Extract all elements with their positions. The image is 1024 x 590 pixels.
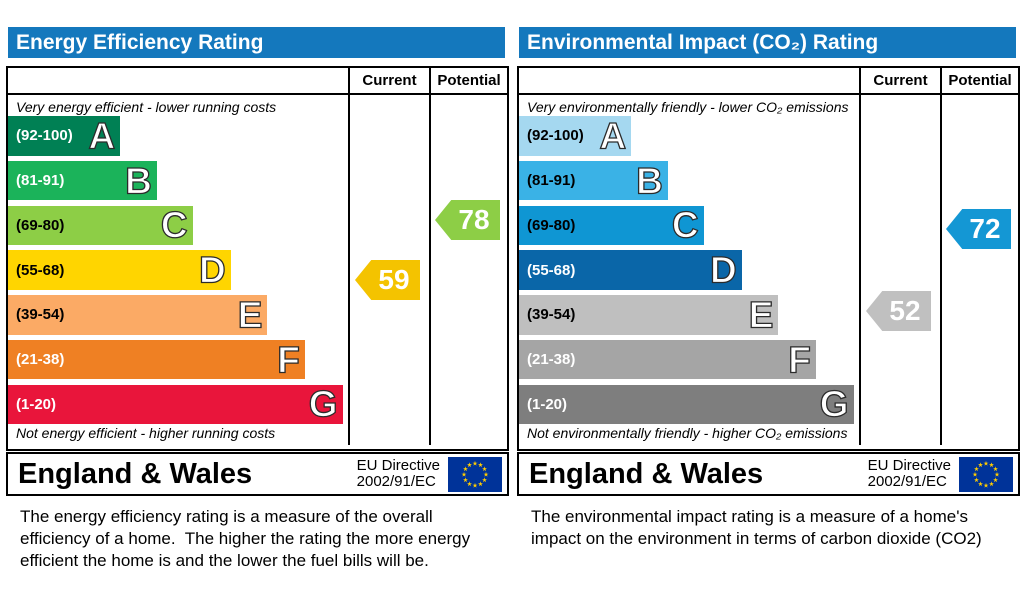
band-range-label: (81-91) — [527, 172, 576, 189]
environmental-impact-rating-panel: Environmental Impact (CO₂) Rating Curren… — [517, 26, 1020, 588]
eu-flag-icon — [959, 456, 1013, 492]
england-wales-footer: England & Wales EU Directive 2002/91/EC — [6, 452, 509, 496]
band-row-g: (1-20) G — [8, 383, 343, 425]
top-note: Very environmentally friendly - lower CO… — [527, 99, 849, 115]
band-letter: A — [599, 115, 627, 157]
band-letter: E — [237, 294, 263, 336]
eu-flag-icon — [448, 456, 502, 492]
band-range-label: (55-68) — [527, 261, 576, 279]
band-letter: B — [125, 160, 153, 201]
band-range-label: (92-100) — [16, 127, 73, 145]
band-row-a: (92-100) A — [519, 115, 632, 157]
panel-title-bar: Environmental Impact (CO₂) Rating — [519, 27, 1016, 58]
rating-column-spacer — [8, 68, 348, 93]
region-label: England & Wales — [529, 457, 764, 490]
eu-directive-label: EU Directive 2002/91/EC — [867, 457, 951, 490]
band-letter: C — [671, 204, 699, 246]
band-range-label: (69-80) — [16, 216, 65, 234]
column-header-row: Current Potential — [519, 68, 1018, 95]
bottom-note: Not energy efficient - higher running co… — [16, 425, 276, 441]
band-row-e: (39-54) E — [519, 294, 779, 336]
band-row-b: (81-91) B — [8, 160, 157, 201]
panel-description: The energy efficiency rating is a measur… — [20, 507, 471, 570]
region-label: England & Wales — [18, 457, 253, 490]
rating-chart-table: Current Potential Very environmentally f… — [517, 66, 1020, 451]
energy-efficiency-rating-panel: Energy Efficiency Rating Current Potenti… — [6, 26, 509, 588]
band-letter: F — [788, 339, 812, 380]
band-letter: G — [308, 383, 338, 425]
top-note: Very energy efficient - lower running co… — [16, 99, 277, 115]
band-range-label: (1-20) — [527, 395, 568, 413]
current-rating-value: 52 — [889, 295, 921, 326]
epc-rating-page: Energy Efficiency Rating Current Potenti… — [0, 18, 1024, 590]
current-rating-arrow: 59 — [355, 260, 420, 300]
band-letter: G — [819, 383, 849, 425]
chart-body: Very environmentally friendly - lower CO… — [519, 95, 1018, 445]
current-column-header: Current — [859, 68, 940, 93]
chart-body: Very energy efficient - lower running co… — [8, 95, 507, 445]
band-range-label: (1-20) — [16, 395, 57, 413]
band-row-c: (69-80) C — [8, 204, 193, 246]
band-range-label: (55-68) — [16, 261, 65, 279]
current-column — [348, 95, 429, 445]
band-letter: B — [636, 160, 664, 201]
band-letter: C — [160, 204, 188, 246]
band-range-label: (69-80) — [527, 216, 576, 234]
panel-title: Energy Efficiency Rating — [16, 30, 264, 54]
panel-title: Environmental Impact (CO₂) Rating — [527, 30, 879, 54]
england-wales-footer: England & Wales EU Directive 2002/91/EC — [517, 452, 1020, 496]
band-row-a: (92-100) A — [8, 115, 121, 157]
panel-description: The environmental impact rating is a mea… — [531, 507, 982, 548]
band-letter: D — [709, 249, 737, 291]
rating-column-spacer — [519, 68, 859, 93]
potential-column — [429, 95, 507, 445]
band-range-label: (92-100) — [527, 127, 584, 145]
band-letter: D — [198, 249, 226, 291]
potential-rating-arrow: 78 — [435, 200, 500, 240]
band-row-e: (39-54) E — [8, 294, 268, 336]
column-header-row: Current Potential — [8, 68, 507, 95]
potential-rating-value: 78 — [458, 204, 490, 235]
band-row-b: (81-91) B — [519, 160, 668, 201]
potential-rating-value: 72 — [969, 213, 1001, 244]
band-row-c: (69-80) C — [519, 204, 704, 246]
band-range-label: (81-91) — [16, 172, 65, 189]
panel-title-bar: Energy Efficiency Rating — [8, 27, 505, 58]
band-row-f: (21-38) F — [8, 339, 305, 380]
eu-directive-label: EU Directive 2002/91/EC — [356, 457, 440, 490]
band-row-g: (1-20) G — [519, 383, 854, 425]
band-letter: E — [748, 294, 774, 336]
current-column-header: Current — [348, 68, 429, 93]
band-range-label: (39-54) — [16, 306, 65, 324]
band-row-d: (55-68) D — [519, 250, 742, 290]
band-range-label: (21-38) — [16, 351, 65, 368]
current-column — [859, 95, 940, 445]
band-letter: F — [277, 339, 301, 380]
rating-scale: Very energy efficient - lower running co… — [8, 95, 348, 445]
bottom-note: Not environmentally friendly - higher CO… — [527, 425, 848, 441]
potential-column-header: Potential — [429, 68, 507, 93]
rating-chart-table: Current Potential Very energy efficient … — [6, 66, 509, 451]
band-range-label: (21-38) — [527, 351, 576, 368]
band-range-label: (39-54) — [527, 306, 576, 324]
band-row-f: (21-38) F — [519, 339, 816, 380]
band-letter: A — [88, 115, 116, 157]
current-rating-value: 59 — [378, 264, 410, 295]
rating-scale: Very environmentally friendly - lower CO… — [519, 95, 859, 445]
potential-column-header: Potential — [940, 68, 1018, 93]
potential-column — [940, 95, 1018, 445]
band-row-d: (55-68) D — [8, 250, 231, 290]
